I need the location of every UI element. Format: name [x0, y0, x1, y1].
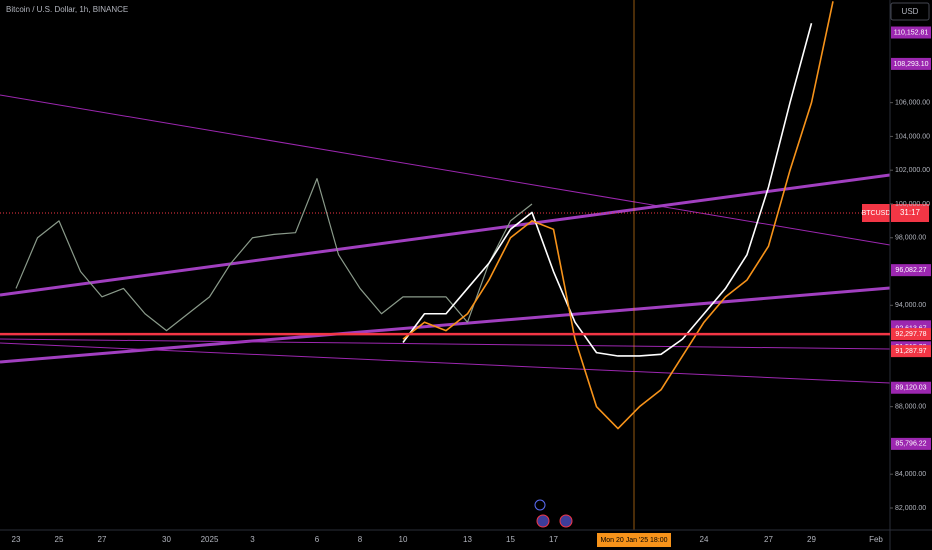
trend-line	[0, 342, 891, 384]
price-label: 92,297.78	[895, 331, 926, 338]
y-tick-label: 104,000.00	[895, 133, 930, 140]
x-tick-label: 13	[463, 535, 472, 544]
y-tick-label: 84,000.00	[895, 471, 926, 478]
x-tick-label: 17	[549, 535, 558, 544]
y-tick-label: 102,000.00	[895, 167, 930, 174]
currency: USD	[902, 7, 919, 16]
price-label-box	[891, 345, 931, 358]
y-tick-label: 98,000.00	[895, 235, 926, 242]
y-tick-label: 106,000.00	[895, 99, 930, 106]
x-tick-label: 8	[358, 535, 363, 544]
trend-line	[0, 94, 891, 246]
x-tick-label: 10	[399, 535, 408, 544]
event-icon	[536, 514, 550, 528]
series-line	[402, 1, 834, 430]
event-icon	[534, 499, 546, 511]
x-tick-label: 3	[250, 535, 255, 544]
trend-lines	[0, 94, 891, 384]
x-tick-label: Feb	[869, 535, 883, 544]
x-tick-label: 23	[12, 535, 21, 544]
countdown-badge	[891, 204, 929, 222]
y-tick-label: 88,000.00	[895, 403, 926, 410]
trend-line	[0, 338, 891, 350]
trend-line	[0, 173, 891, 297]
price-label-box	[891, 328, 931, 341]
countdown: 31:17	[900, 208, 921, 217]
price-label: 108,293.10	[893, 61, 928, 68]
x-tick-label: 6	[315, 535, 320, 544]
x-tick-label: 30	[162, 535, 171, 544]
series-line	[402, 23, 813, 357]
price-label: 85,796.22	[895, 441, 926, 448]
currency-box	[890, 2, 930, 21]
x-tick-label: 2025	[201, 535, 219, 544]
event-icons	[534, 499, 573, 528]
series-line	[15, 178, 533, 332]
y-tick-label: 94,000.00	[895, 302, 926, 309]
price-label: 110,152.81	[894, 29, 929, 36]
price-label-box	[891, 57, 931, 70]
y-tick-label: 100,000.00	[895, 201, 930, 208]
y-tick-label: 82,000.00	[895, 505, 926, 512]
symbol-badge	[862, 204, 890, 222]
event-icon	[559, 514, 573, 528]
x-tick-label: 29	[807, 535, 816, 544]
crosshair-label: Mon 20 Jan '25 18:00	[600, 537, 667, 544]
price-label-box	[891, 381, 931, 394]
x-tick-label: 25	[55, 535, 64, 544]
x-tick-label: 27	[98, 535, 107, 544]
x-tick-label: 27	[764, 535, 773, 544]
price-label: 96,082.27	[895, 267, 926, 274]
price-label-box	[891, 26, 931, 39]
price-label-box	[891, 437, 931, 450]
x-tick-label: 24	[700, 535, 709, 544]
x-tick-label: 15	[506, 535, 515, 544]
chart-title: Bitcoin / U.S. Dollar, 1h, BINANCE	[6, 5, 128, 14]
price-label: 91,287.97	[895, 348, 926, 355]
crosshair-badge	[597, 533, 671, 547]
price-label-box	[891, 264, 931, 277]
price-label: 89,120.03	[895, 385, 926, 392]
symbol: BTCUSD	[862, 210, 891, 217]
